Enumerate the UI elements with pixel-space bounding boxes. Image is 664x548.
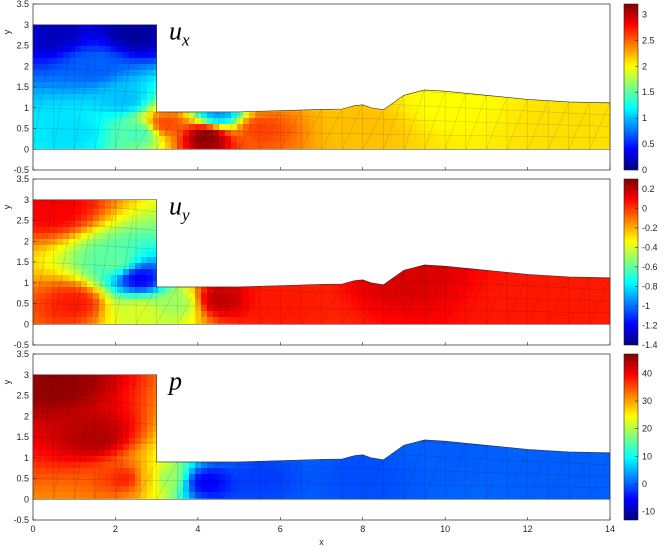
x-tick-label: 6 <box>278 524 283 534</box>
x-tick-label: 8 <box>360 524 365 534</box>
x-tick-label: 12 <box>523 524 533 534</box>
colorbar-tick-label: 0.2 <box>642 184 655 194</box>
colorbar-tick-label: 1.5 <box>642 87 655 97</box>
x-tick-label: 4 <box>195 524 200 534</box>
y-tick-label: -0.5 <box>13 515 29 525</box>
y-tick-label: 0 <box>24 494 29 504</box>
panel-3: -0.500.511.522.533.50 2 4 6 8 10 12 14yxp-10010… <box>2 349 655 547</box>
y-tick-label: 2 <box>24 236 29 246</box>
colorbar-tick-label: 3 <box>642 9 647 19</box>
y-tick-label: 1 <box>24 453 29 463</box>
domain-outline <box>32 199 611 325</box>
y-tick-label: 1.5 <box>16 432 29 442</box>
y-tick-label: 1.5 <box>16 257 29 267</box>
colorbar-tick-label: -0.4 <box>642 242 658 252</box>
y-tick-label: 2 <box>24 411 29 421</box>
colorbar-tick-label: 0 <box>642 479 647 489</box>
y-axis-label: y <box>2 379 12 384</box>
domain-outline <box>32 374 611 500</box>
domain-outline <box>32 24 611 150</box>
y-tick-label: -0.5 <box>13 165 29 175</box>
y-tick-label: 0 <box>24 319 29 329</box>
x-tick-label: 0 <box>30 524 35 534</box>
colorbar-tick-label: 0 <box>642 165 647 175</box>
panel-1: -0.5 0 0.5 1 1.5 2 2.5 3 3.5 y ux 0 0.5 1 1.5 2 2.5 3 <box>2 0 655 175</box>
colorbar-tick-label: -0.8 <box>642 281 658 291</box>
y-tick-label: 2.5 <box>16 41 29 51</box>
colorbar <box>623 178 639 346</box>
colorbar-tick-label: -1.4 <box>642 340 658 350</box>
y-tick-label: 2.5 <box>16 216 29 226</box>
y-tick-label: 0.5 <box>16 299 29 309</box>
y-tick-label: 3 <box>24 370 29 380</box>
colorbar-tick-label: -10 <box>642 507 655 517</box>
field-label-subscript: y <box>180 205 190 224</box>
field-label: uy <box>169 191 190 224</box>
field-label: p <box>167 366 182 395</box>
colorbar-tick-label: 20 <box>642 424 652 434</box>
y-tick-label: 0 <box>24 144 29 154</box>
x-tick-label: 10 <box>440 524 450 534</box>
colorbar-tick-label: 2.5 <box>642 35 655 45</box>
x-tick-label: 14 <box>605 524 615 534</box>
colorbar-tick-label: 0.5 <box>642 139 655 149</box>
y-axis-label: y <box>2 29 12 34</box>
colorbar-tick-label: -0.6 <box>642 262 658 272</box>
colorbar <box>623 3 639 171</box>
x-tick-label: 2 <box>113 524 118 534</box>
y-tick-label: 3.5 <box>16 0 29 9</box>
colorbar-tick-label: 2 <box>642 61 647 71</box>
panel-2: -0.500.511.522.533.5y uy-1.4-1.2-1-0.8-0.… <box>2 174 658 350</box>
y-tick-label: 2.5 <box>16 391 29 401</box>
colorbar-tick-label: 30 <box>642 396 652 406</box>
y-tick-label: 3 <box>24 20 29 30</box>
colorbar-tick-label: 1 <box>642 113 647 123</box>
y-tick-label: -0.5 <box>13 340 29 350</box>
y-tick-label: 0.5 <box>16 124 29 134</box>
y-tick-label: 1 <box>24 103 29 113</box>
y-tick-label: 3.5 <box>16 349 29 359</box>
colorbar-tick-label: -1 <box>642 301 650 311</box>
y-tick-label: 0.5 <box>16 474 29 484</box>
colorbar-tick-label: 40 <box>642 368 652 378</box>
colorbar-tick-label: 0 <box>642 203 647 213</box>
y-tick-label: 3 <box>24 195 29 205</box>
field-label: ux <box>169 16 190 49</box>
y-tick-label: 2 <box>24 61 29 71</box>
y-axis-label: y <box>2 204 12 209</box>
colorbar-tick-label: 10 <box>642 451 652 461</box>
field-label-subscript: x <box>181 30 190 49</box>
colorbar-tick-label: -0.2 <box>642 223 658 233</box>
y-tick-label: 1.5 <box>16 82 29 92</box>
y-tick-label: 3.5 <box>16 174 29 184</box>
y-tick-label: 1 <box>24 278 29 288</box>
colorbar-tick-label: -1.2 <box>642 320 658 330</box>
colorbar <box>623 353 639 521</box>
x-axis-label: x <box>319 537 324 547</box>
